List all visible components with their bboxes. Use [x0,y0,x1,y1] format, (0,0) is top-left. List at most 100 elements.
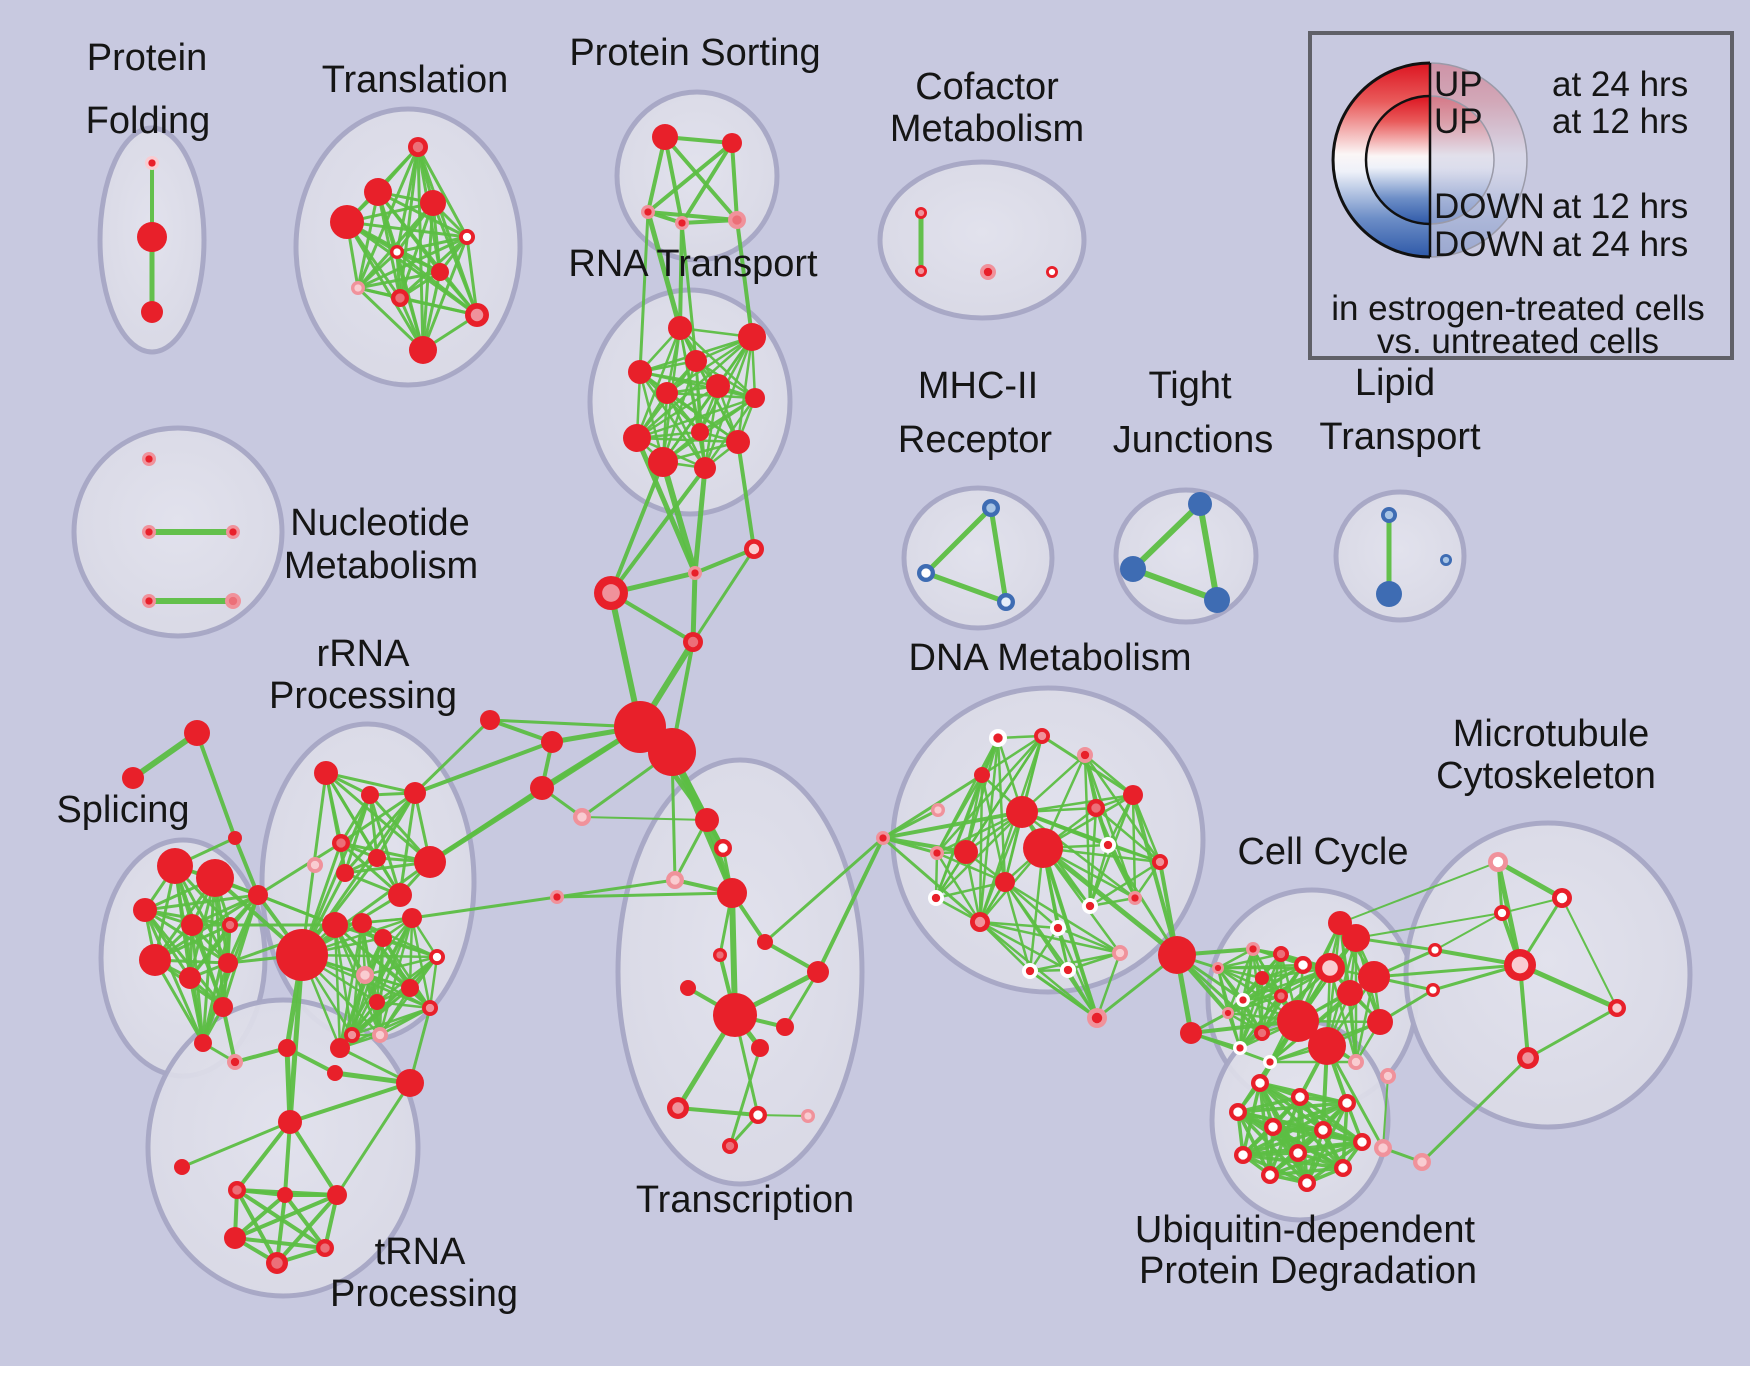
node-inner-core [1239,996,1247,1004]
node-outer-ring [1123,785,1143,805]
node-inner-core [1383,1071,1393,1081]
network-node [374,929,392,947]
node-outer-ring [330,205,364,239]
cluster-label-protein-sorting: Protein Sorting [569,32,820,74]
network-node [402,908,422,928]
cluster-label-lipid-2: Transport [1319,416,1481,458]
network-edge [665,391,740,444]
node-inner-core [1048,268,1056,276]
node-inner-core [393,248,401,256]
network-node [465,303,489,327]
network-node [396,1069,424,1097]
network-edge [934,810,1024,900]
network-node [369,994,385,1010]
node-outer-ring [322,912,348,938]
node-inner-core [934,806,942,814]
node-inner-core [1318,1125,1328,1135]
network-edge [980,734,1044,777]
network-edge [1561,897,1618,1009]
network-node [1308,1027,1346,1065]
network-edge [555,878,677,899]
network-node [807,961,829,983]
network-edge [421,235,469,352]
network-node [142,452,156,466]
network-node [336,864,354,882]
network-node [722,1138,738,1154]
network-node [480,710,500,730]
network-node [1353,1133,1371,1151]
network-edge [1088,843,1110,908]
cluster-label-cell-cycle: Cell Cycle [1237,831,1408,873]
network-edge [988,505,1009,605]
network-edge [1041,846,1099,1020]
network-edge [235,1188,279,1265]
network-node [713,948,727,962]
network-node [1291,1088,1309,1106]
node-outer-ring [706,374,730,398]
network-node [225,593,241,609]
network-edge [978,810,1024,924]
node-inner-core [1131,894,1139,902]
legend-inner-circle-right [1430,96,1494,224]
network-edge [333,923,342,1050]
network-edge [339,791,417,845]
node-inner-core [1511,956,1529,974]
network-node [1517,1047,1539,1069]
network-node [876,831,890,845]
network-edge [288,1120,339,1197]
node-outer-ring [807,961,829,983]
network-node [713,993,757,1037]
cluster-ellipse-mhc-ii-receptor [901,485,1055,631]
network-edge [256,841,343,897]
node-outer-ring [680,980,696,996]
network-edge [660,459,698,576]
legend-caption-1: vs. untreated cells [1377,322,1659,361]
node-inner-core [1265,1170,1275,1180]
network-node [656,382,678,404]
cluster-label-rrna-2: Processing [269,675,457,717]
network-edge [300,793,372,957]
network-edge [881,836,982,924]
network-node [1123,785,1143,805]
node-inner-core [412,141,424,153]
node-inner-core [1249,945,1257,953]
node-inner-core [753,1110,763,1120]
node-inner-core [553,893,561,901]
network-node [327,1185,347,1205]
network-edge [130,730,200,781]
network-node [364,178,392,206]
network-node [1381,507,1397,523]
node-outer-ring [628,360,652,384]
network-node [989,729,1007,747]
network-node [1413,1153,1431,1171]
network-edge [555,891,734,899]
network-node [344,1027,360,1043]
network-edge [881,810,1024,840]
network-node [322,912,348,938]
network-node [307,857,323,873]
cluster-label-nucleotide-2: Metabolism [284,545,478,587]
network-edge [1197,501,1220,603]
network-node [390,245,404,259]
network-edge [324,771,417,795]
cluster-label-mhc-1: MHC-II [918,365,1038,407]
cluster-ellipse-cofactor-metabolism [877,159,1087,321]
network-node [980,264,996,280]
network-edge [398,791,417,897]
network-edge [1268,1166,1345,1177]
network-edge [1501,897,1563,914]
network-edge [1130,501,1203,572]
network-edge [934,773,984,900]
network-edge [1088,860,1162,908]
node-outer-ring [174,1159,190,1175]
network-node [1212,962,1224,974]
network-edge [663,135,739,222]
network-edge [1226,947,1255,1015]
network-edge [661,396,757,464]
network-edge [283,1120,292,1197]
network-node [541,731,563,753]
network-node [414,846,446,878]
network-edge [1028,969,1099,1020]
network-edge [978,736,1000,924]
